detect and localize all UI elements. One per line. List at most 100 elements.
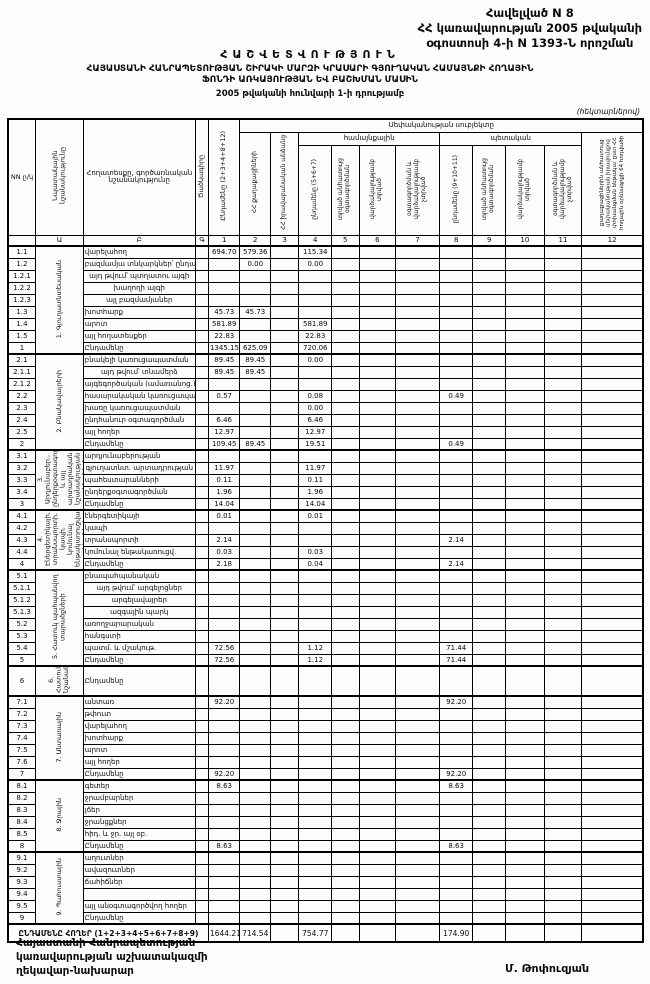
- row-number: 2.2: [7, 389, 36, 403]
- value-cell-col5: [331, 557, 360, 571]
- table-row: 4.2 կապի: [7, 521, 644, 535]
- value-cell-col2: [239, 281, 271, 295]
- section-label: 1. Գյուղատնտեսական: [34, 245, 84, 355]
- row-number: 5.1.2: [7, 593, 36, 607]
- value-cell-col6: [358, 341, 397, 355]
- value-cell-col1: 11.97: [207, 461, 241, 475]
- value-cell-col12: [581, 851, 644, 865]
- value-cell-col5: [331, 695, 360, 709]
- value-cell-col3: [269, 665, 300, 697]
- table-row: 9.4: [7, 887, 644, 901]
- value-cell-col11: [543, 509, 583, 523]
- value-cell-col10: [505, 755, 545, 769]
- row-number: 9.4: [7, 887, 36, 901]
- value-cell-col7: [395, 365, 440, 379]
- value-cell-col5: [331, 353, 360, 367]
- value-cell-col5: [331, 581, 360, 595]
- row-code-cell: [194, 521, 209, 535]
- value-cell-col6: [358, 329, 397, 343]
- value-cell-col11: [543, 755, 583, 769]
- value-cell-col9: [472, 605, 507, 619]
- value-cell-col11: [543, 305, 583, 319]
- value-cell-col10: [505, 719, 545, 733]
- value-cell-col10: [505, 557, 545, 571]
- col-number: Գ: [194, 234, 209, 247]
- row-code-cell: [194, 425, 209, 439]
- table-row: 3.3 պահեստարանների 0.11 0.11: [7, 473, 644, 487]
- value-cell-col11: [543, 401, 583, 415]
- table-row: 8 Ընդամենը 8.63 8.63: [7, 839, 644, 853]
- value-cell-col6: [358, 485, 397, 499]
- value-cell-col1: [207, 827, 241, 841]
- value-cell-col5: [331, 779, 360, 793]
- value-cell-col5: [331, 521, 360, 535]
- table-row: 7 Ընդամենը 92.20 92.20: [7, 767, 644, 781]
- value-cell-col9: [472, 281, 507, 295]
- value-cell-col6: [358, 305, 397, 319]
- row-number: 9.1: [7, 851, 36, 865]
- row-number: 4.2: [7, 521, 36, 535]
- row-code-cell: [194, 449, 209, 463]
- value-cell-col2: 0.00: [239, 257, 271, 271]
- value-cell-col5: [331, 791, 360, 805]
- value-cell-col11: [543, 911, 583, 925]
- row-number: 7.6: [7, 755, 36, 769]
- value-cell-col9: [472, 341, 507, 355]
- row-label: գյուղատնտ. արտադրության: [82, 461, 196, 475]
- value-cell-col12: [581, 341, 644, 355]
- value-cell-col4: [298, 521, 333, 535]
- value-cell-col5: [331, 569, 360, 583]
- value-cell-col4: 0.00: [298, 257, 333, 271]
- value-cell-col2: [239, 815, 271, 829]
- value-cell-col5: [331, 731, 360, 745]
- value-cell-col8: [438, 731, 474, 745]
- value-cell-col5: [331, 377, 360, 391]
- row-label: [82, 887, 196, 901]
- value-cell-col7: [395, 875, 440, 889]
- value-cell-col4: [298, 449, 333, 463]
- value-cell-col11: [543, 557, 583, 571]
- section-label: 7. Անտառային: [34, 695, 84, 781]
- row-number: 8.4: [7, 815, 36, 829]
- value-cell-col10: [505, 329, 545, 343]
- value-cell-col7: [395, 557, 440, 571]
- value-cell-col5: [331, 269, 360, 283]
- value-cell-col1: 109.45: [207, 437, 241, 451]
- row-label: այլ հողեր: [82, 755, 196, 769]
- value-cell-col1: 2.14: [207, 533, 241, 547]
- value-cell-col4: 1.12: [298, 653, 333, 667]
- row-number: 8.1: [7, 779, 36, 793]
- value-cell-col12: [581, 521, 644, 535]
- value-cell-col6: [358, 461, 397, 475]
- value-cell-col4: [298, 815, 333, 829]
- value-cell-col11: [543, 485, 583, 499]
- value-cell-col1: 8.63: [207, 839, 241, 853]
- row-label: գետեր: [82, 779, 196, 793]
- value-cell-col12: [581, 401, 644, 415]
- value-cell-col9: [472, 827, 507, 841]
- appendix-title: Հավելված N 8: [485, 6, 574, 20]
- value-cell-col10: [505, 269, 545, 283]
- value-cell-col10: [505, 545, 545, 559]
- table-row: 1.5 այլ հողատեսքեր 22.83 22.83: [7, 329, 644, 343]
- row-number: 7.4: [7, 731, 36, 745]
- value-cell-col4: [298, 617, 333, 631]
- row-label: Ընդամենը: [82, 341, 196, 355]
- value-cell-col6: [358, 581, 397, 595]
- value-cell-col10: [505, 257, 545, 271]
- row-code-cell: [194, 695, 209, 709]
- value-cell-col10: [505, 365, 545, 379]
- value-cell-col5: [331, 593, 360, 607]
- value-cell-col9: [472, 755, 507, 769]
- value-cell-col1: 8.63: [207, 779, 241, 793]
- value-cell-col10: [505, 533, 545, 547]
- value-cell-col8: 92.20: [438, 695, 474, 709]
- value-cell-col9: [472, 461, 507, 475]
- value-cell-col6: [358, 863, 397, 877]
- table-row: 2.4 ընդհանուր օգտագործման 6.46 6.46: [7, 413, 644, 427]
- value-cell-col11: [543, 641, 583, 655]
- value-cell-col11: [543, 707, 583, 721]
- col-header-community-total: ընդամենը (5+6+7): [298, 145, 333, 236]
- col-number: 9: [472, 234, 507, 247]
- row-code-cell: [194, 377, 209, 391]
